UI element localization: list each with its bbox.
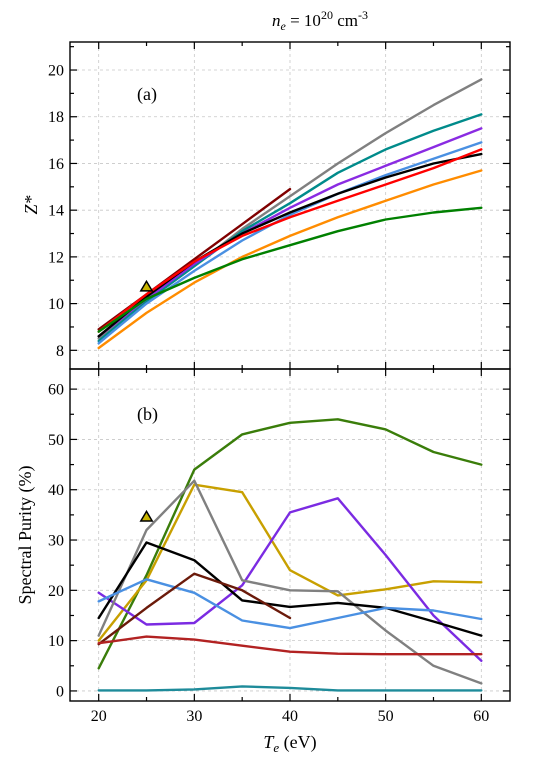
x-axis-label: Te (eV) (263, 732, 316, 755)
figure-title: ne = 1020 cm-3 (272, 8, 368, 33)
series-line-b-2 (97, 497, 483, 662)
x-tick-label-0: 20 (91, 708, 107, 725)
series-line-b-6 (97, 572, 292, 646)
series-group-b (97, 418, 483, 692)
y-tick-label-a-1: 10 (48, 296, 64, 313)
title-superscript: 20 (321, 8, 333, 22)
series-line-b-4 (97, 541, 483, 637)
panel-a: 8 10 12 14 16 18 20 (a) Z* (21, 41, 511, 370)
series-group-a (97, 78, 483, 350)
y-tick-labels-b: 0 10 20 30 40 50 60 (48, 382, 64, 701)
y-tick-label-b-1: 10 (48, 633, 64, 650)
y-tick-label-b-6: 60 (48, 382, 64, 399)
series-line-a-2 (97, 113, 483, 343)
panel-b: 0 10 20 30 40 50 60 20 30 40 50 60 (b) Spectral Pu… (15, 368, 511, 725)
x-tick-label-3: 50 (378, 708, 394, 725)
x-axis-unit: (eV) (279, 732, 316, 753)
y-tick-label-a-6: 20 (48, 63, 64, 80)
panel-label-a: (a) (137, 84, 157, 105)
y-tick-label-b-3: 30 (48, 533, 64, 550)
title-unit: cm (333, 11, 358, 30)
series-line-a-5 (97, 152, 483, 338)
x-tick-labels-b: 20 30 40 50 60 (91, 708, 490, 725)
panel-label-b: (b) (137, 404, 158, 425)
y-tick-label-a-3: 14 (48, 203, 64, 220)
y-tick-label-a-2: 12 (48, 249, 64, 266)
y-axis-label-a: Z* (21, 195, 41, 214)
x-tick-label-1: 30 (186, 708, 202, 725)
y-tick-label-b-2: 20 (48, 583, 64, 600)
title-subscript: e (281, 19, 287, 33)
series-line-b-7 (97, 635, 483, 656)
y-tick-label-b-0: 0 (56, 683, 64, 700)
x-tick-label-2: 40 (282, 708, 298, 725)
title-unit-superscript: -3 (358, 8, 368, 22)
title-symbol: n (272, 11, 281, 30)
y-tick-labels-a: 8 10 12 14 16 18 20 (48, 63, 64, 360)
y-tick-label-a-0: 8 (56, 343, 64, 360)
series-line-a-7 (97, 169, 483, 350)
y-tick-label-b-5: 50 (48, 432, 64, 449)
series-line-b-8 (97, 685, 483, 692)
triangle-marker-a (139, 279, 154, 292)
y-tick-label-a-4: 16 (48, 156, 64, 173)
marker-group-b (139, 509, 154, 522)
y-axis-label-b: Spectral Purity (%) (15, 466, 36, 605)
y-tick-label-a-5: 18 (48, 109, 64, 126)
series-line-a-8 (97, 206, 483, 333)
plot-frame-b (69, 368, 511, 702)
marker-group-a (139, 279, 154, 292)
title-equals: = 10 (286, 11, 321, 30)
x-tick-label-4: 60 (473, 708, 489, 725)
triangle-marker-b (139, 509, 154, 522)
series-line-b-0 (97, 418, 483, 670)
series-line-a-3 (97, 127, 483, 338)
x-axis-symbol: T (263, 732, 275, 752)
x-axis-subscript: e (273, 740, 279, 755)
series-line-a-6 (97, 148, 483, 333)
series-line-b-5 (97, 578, 483, 630)
y-tick-label-b-4: 40 (48, 482, 64, 499)
